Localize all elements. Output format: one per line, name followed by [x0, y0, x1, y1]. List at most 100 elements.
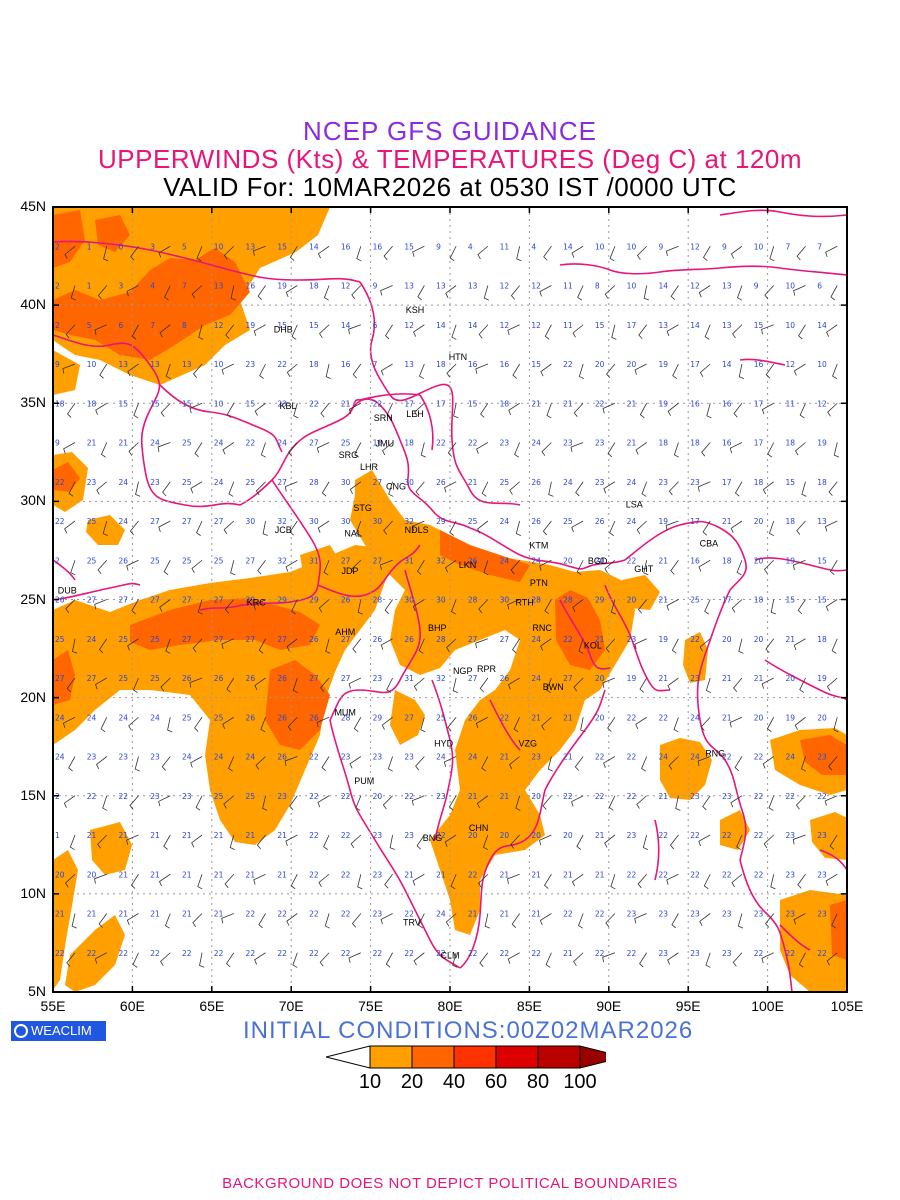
wind-barb	[576, 560, 584, 576]
boundary-lines	[53, 209, 847, 992]
wind-barb	[192, 638, 203, 653]
temperature-value: 16	[468, 360, 478, 369]
temperature-value: 26	[341, 596, 351, 605]
wind-barb	[292, 952, 298, 968]
temperature-value: 19	[785, 556, 795, 565]
temperature-value: 23	[690, 478, 700, 487]
temperature-value: 12	[690, 242, 700, 251]
temperature-value: 29	[373, 713, 383, 722]
temperature-value: 22	[754, 831, 764, 840]
temperature-value: 22	[309, 831, 319, 840]
wind-barb	[699, 913, 711, 926]
temperature-value: 15	[119, 399, 129, 408]
wind-barb	[798, 324, 806, 340]
temperature-value: 21	[627, 439, 637, 448]
temperature-value: 23	[404, 831, 414, 840]
wind-barb	[602, 402, 616, 414]
temperature-value: 21	[785, 635, 795, 644]
wind-barb	[603, 481, 616, 494]
wind-barb	[509, 756, 520, 770]
wind-barb	[96, 756, 108, 770]
temperature-value: 22	[531, 949, 541, 958]
wind-barb	[257, 285, 266, 300]
temperature-value: 22	[373, 949, 383, 958]
temperature-value: 15	[404, 242, 414, 251]
temperature-value: 23	[150, 792, 160, 801]
station-hyd: HYD	[434, 739, 454, 749]
wind-barb	[253, 599, 266, 611]
wind-barb	[643, 560, 649, 576]
temperature-value: 27	[214, 635, 224, 644]
temperature-value: 1	[87, 242, 92, 251]
wind-barb	[762, 481, 774, 495]
wind-barb	[542, 520, 552, 536]
wind-barb	[793, 913, 806, 925]
wind-barb	[510, 559, 520, 575]
wind-barb	[515, 520, 521, 537]
wind-barb	[761, 952, 774, 964]
wind-barb	[320, 677, 330, 692]
wind-barb	[574, 756, 584, 771]
lat-label: 40N	[20, 296, 46, 313]
temperature-value: 23	[373, 831, 383, 840]
wind-barb	[224, 873, 235, 889]
temperature-value: 26	[119, 556, 129, 565]
wind-barb	[508, 677, 520, 690]
wind-barb	[703, 874, 711, 890]
wind-barb	[412, 873, 425, 886]
wind-barb	[515, 795, 521, 811]
wind-barb	[667, 952, 679, 965]
wind-barb	[62, 716, 76, 729]
temperature-value: 20	[595, 713, 605, 722]
temperature-value: 21	[722, 517, 732, 526]
temperature-value: 21	[531, 910, 541, 919]
lon-label: 80E	[437, 998, 463, 1014]
wind-barb	[381, 442, 393, 456]
temperature-value: 25	[246, 478, 256, 487]
colorbar-label: 80	[526, 1071, 550, 1093]
wind-barb	[539, 834, 552, 846]
temperature-value: 9	[55, 439, 60, 448]
temperature-value: 25	[246, 792, 256, 801]
temperature-value: 24	[119, 713, 129, 722]
wind-barb	[446, 363, 457, 378]
lon-label: 85E	[516, 998, 542, 1014]
wind-barb	[130, 246, 139, 261]
wind-barb	[765, 913, 775, 928]
wind-barb	[510, 834, 520, 849]
temperature-value: 21	[563, 949, 573, 958]
temperature-value: 11	[563, 282, 573, 291]
wind-barb	[384, 599, 393, 614]
temperature-value: 22	[87, 792, 97, 801]
temperature-value: 24	[55, 713, 65, 722]
wind-barb	[415, 756, 425, 771]
wind-barb	[665, 245, 679, 257]
wind-barb	[412, 599, 425, 612]
temperature-value: 24	[690, 753, 700, 762]
wind-barb	[797, 874, 806, 889]
temperature-value: 21	[214, 870, 224, 879]
wind-barb	[738, 363, 745, 379]
wind-barb	[162, 481, 171, 497]
wind-barb	[698, 559, 711, 572]
wind-barb	[605, 638, 616, 653]
temperature-value: 20	[627, 596, 637, 605]
temperature-value: 5	[182, 242, 187, 251]
wind-barb	[544, 599, 552, 615]
wind-barb	[831, 638, 838, 654]
wind-barb	[323, 834, 330, 850]
temperature-value: 22	[436, 831, 446, 840]
temperature-value: 19	[658, 399, 668, 408]
wind-barb	[126, 913, 139, 926]
temperature-value: 22	[627, 713, 637, 722]
temperature-value: 22	[627, 556, 637, 565]
wind-barb	[634, 913, 647, 924]
temperature-value: 32	[277, 556, 287, 565]
temperature-value: 25	[182, 478, 192, 487]
wind-barb	[830, 285, 838, 301]
wind-barb	[192, 913, 203, 928]
wind-barb	[833, 717, 839, 733]
wind-barb	[97, 834, 108, 849]
wind-barb	[380, 638, 393, 650]
wind-barb	[318, 599, 330, 613]
